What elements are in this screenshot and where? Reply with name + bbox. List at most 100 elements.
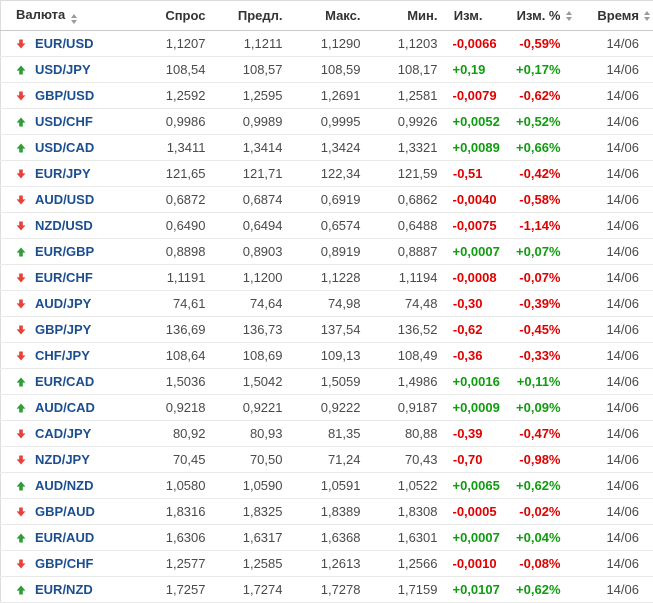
ask-cell: 1,5042	[220, 369, 297, 395]
time-cell: 14/06	[575, 577, 653, 603]
currency-pair-link[interactable]: CAD/JPY	[35, 426, 91, 441]
low-cell: 121,59	[375, 161, 452, 187]
change-pct-cell: -0,45%	[497, 317, 575, 343]
bid-cell: 1,5036	[151, 369, 220, 395]
low-cell: 0,6488	[375, 213, 452, 239]
up-arrow-icon	[16, 245, 26, 255]
ask-cell: 0,9989	[220, 109, 297, 135]
currency-pair-link[interactable]: USD/CAD	[35, 140, 94, 155]
up-arrow-icon	[16, 583, 26, 593]
currency-pair-link[interactable]: EUR/USD	[35, 36, 94, 51]
change-pct-cell: -0,98%	[497, 447, 575, 473]
currency-pair-link[interactable]: AUD/JPY	[35, 296, 91, 311]
currency-pair-link[interactable]: USD/CHF	[35, 114, 93, 129]
bid-cell: 1,1207	[151, 31, 220, 57]
table-row: AUD/USD 0,6872 0,6874 0,6919 0,6862 -0,0…	[1, 187, 653, 213]
high-cell: 81,35	[297, 421, 375, 447]
bid-cell: 1,6306	[151, 525, 220, 551]
low-cell: 1,1194	[375, 265, 452, 291]
column-header-currency[interactable]: Валюта	[1, 1, 151, 31]
table-row: GBP/AUD 1,8316 1,8325 1,8389 1,8308 -0,0…	[1, 499, 653, 525]
column-header-bid: Спрос	[151, 1, 220, 31]
low-cell: 108,49	[375, 343, 452, 369]
table-row: EUR/CAD 1,5036 1,5042 1,5059 1,4986 +0,0…	[1, 369, 653, 395]
high-cell: 0,9222	[297, 395, 375, 421]
bid-cell: 1,1191	[151, 265, 220, 291]
change-pct-cell: +0,17%	[497, 57, 575, 83]
time-cell: 14/06	[575, 83, 653, 109]
table-row: AUD/NZD 1,0580 1,0590 1,0591 1,0522 +0,0…	[1, 473, 653, 499]
change-pct-cell: +0,52%	[497, 109, 575, 135]
time-cell: 14/06	[575, 343, 653, 369]
high-cell: 108,59	[297, 57, 375, 83]
currency-pair-link[interactable]: GBP/AUD	[35, 504, 95, 519]
table-row: GBP/CHF 1,2577 1,2585 1,2613 1,2566 -0,0…	[1, 551, 653, 577]
currency-pair-link[interactable]: GBP/JPY	[35, 322, 91, 337]
currency-cell: AUD/USD	[1, 187, 151, 213]
table-row: GBP/USD 1,2592 1,2595 1,2691 1,2581 -0,0…	[1, 83, 653, 109]
currency-pair-link[interactable]: EUR/JPY	[35, 166, 91, 181]
currency-pair-link[interactable]: AUD/USD	[35, 192, 94, 207]
sort-arrows-icon[interactable]	[566, 11, 572, 21]
table-row: AUD/JPY 74,61 74,64 74,98 74,48 -0,30 -0…	[1, 291, 653, 317]
currency-cell: AUD/CAD	[1, 395, 151, 421]
currency-pair-link[interactable]: AUD/NZD	[35, 478, 94, 493]
currency-cell: AUD/JPY	[1, 291, 151, 317]
change-pct-cell: +0,09%	[497, 395, 575, 421]
high-cell: 1,2613	[297, 551, 375, 577]
up-arrow-icon	[16, 479, 26, 489]
change-cell: +0,0107	[452, 577, 497, 603]
table-row: EUR/USD 1,1207 1,1211 1,1290 1,1203 -0,0…	[1, 31, 653, 57]
currency-pair-link[interactable]: USD/JPY	[35, 62, 91, 77]
table-row: GBP/JPY 136,69 136,73 137,54 136,52 -0,6…	[1, 317, 653, 343]
ask-cell: 70,50	[220, 447, 297, 473]
table-row: AUD/CAD 0,9218 0,9221 0,9222 0,9187 +0,0…	[1, 395, 653, 421]
sort-arrows-icon[interactable]	[71, 14, 77, 24]
currency-pair-link[interactable]: GBP/CHF	[35, 556, 94, 571]
currency-pair-link[interactable]: EUR/GBP	[35, 244, 94, 259]
ask-cell: 1,6317	[220, 525, 297, 551]
time-cell: 14/06	[575, 161, 653, 187]
currency-pair-link[interactable]: EUR/NZD	[35, 582, 93, 597]
low-cell: 0,9187	[375, 395, 452, 421]
change-pct-cell: -0,33%	[497, 343, 575, 369]
change-cell: -0,0079	[452, 83, 497, 109]
up-arrow-icon	[16, 531, 26, 541]
up-arrow-icon	[16, 375, 26, 385]
time-cell: 14/06	[575, 369, 653, 395]
currency-pair-link[interactable]: NZD/JPY	[35, 452, 90, 467]
currency-pair-link[interactable]: GBP/USD	[35, 88, 94, 103]
column-header-high: Макс.	[297, 1, 375, 31]
currency-pair-link[interactable]: EUR/CHF	[35, 270, 93, 285]
change-pct-cell: -1,14%	[497, 213, 575, 239]
currency-pair-link[interactable]: NZD/USD	[35, 218, 93, 233]
currency-cell: GBP/USD	[1, 83, 151, 109]
time-cell: 14/06	[575, 551, 653, 577]
table-row: EUR/AUD 1,6306 1,6317 1,6368 1,6301 +0,0…	[1, 525, 653, 551]
column-header-currency-label: Валюта	[16, 7, 65, 22]
low-cell: 1,2581	[375, 83, 452, 109]
ask-cell: 0,6494	[220, 213, 297, 239]
currency-cell: GBP/CHF	[1, 551, 151, 577]
table-row: USD/JPY 108,54 108,57 108,59 108,17 +0,1…	[1, 57, 653, 83]
currency-pair-link[interactable]: EUR/CAD	[35, 374, 94, 389]
currency-pair-link[interactable]: CHF/JPY	[35, 348, 90, 363]
high-cell: 1,5059	[297, 369, 375, 395]
bid-cell: 1,2577	[151, 551, 220, 577]
column-header-time[interactable]: Время	[575, 1, 653, 31]
column-header-change-pct[interactable]: Изм. %	[497, 1, 575, 31]
down-arrow-icon	[16, 271, 26, 281]
low-cell: 1,7159	[375, 577, 452, 603]
high-cell: 1,0591	[297, 473, 375, 499]
up-arrow-icon	[16, 63, 26, 73]
currency-pair-link[interactable]: EUR/AUD	[35, 530, 94, 545]
change-pct-cell: -0,59%	[497, 31, 575, 57]
column-header-ask: Предл.	[220, 1, 297, 31]
low-cell: 74,48	[375, 291, 452, 317]
down-arrow-icon	[16, 453, 26, 463]
currency-pair-link[interactable]: AUD/CAD	[35, 400, 95, 415]
sort-arrows-icon[interactable]	[644, 11, 650, 21]
change-pct-cell: +0,62%	[497, 473, 575, 499]
low-cell: 80,88	[375, 421, 452, 447]
